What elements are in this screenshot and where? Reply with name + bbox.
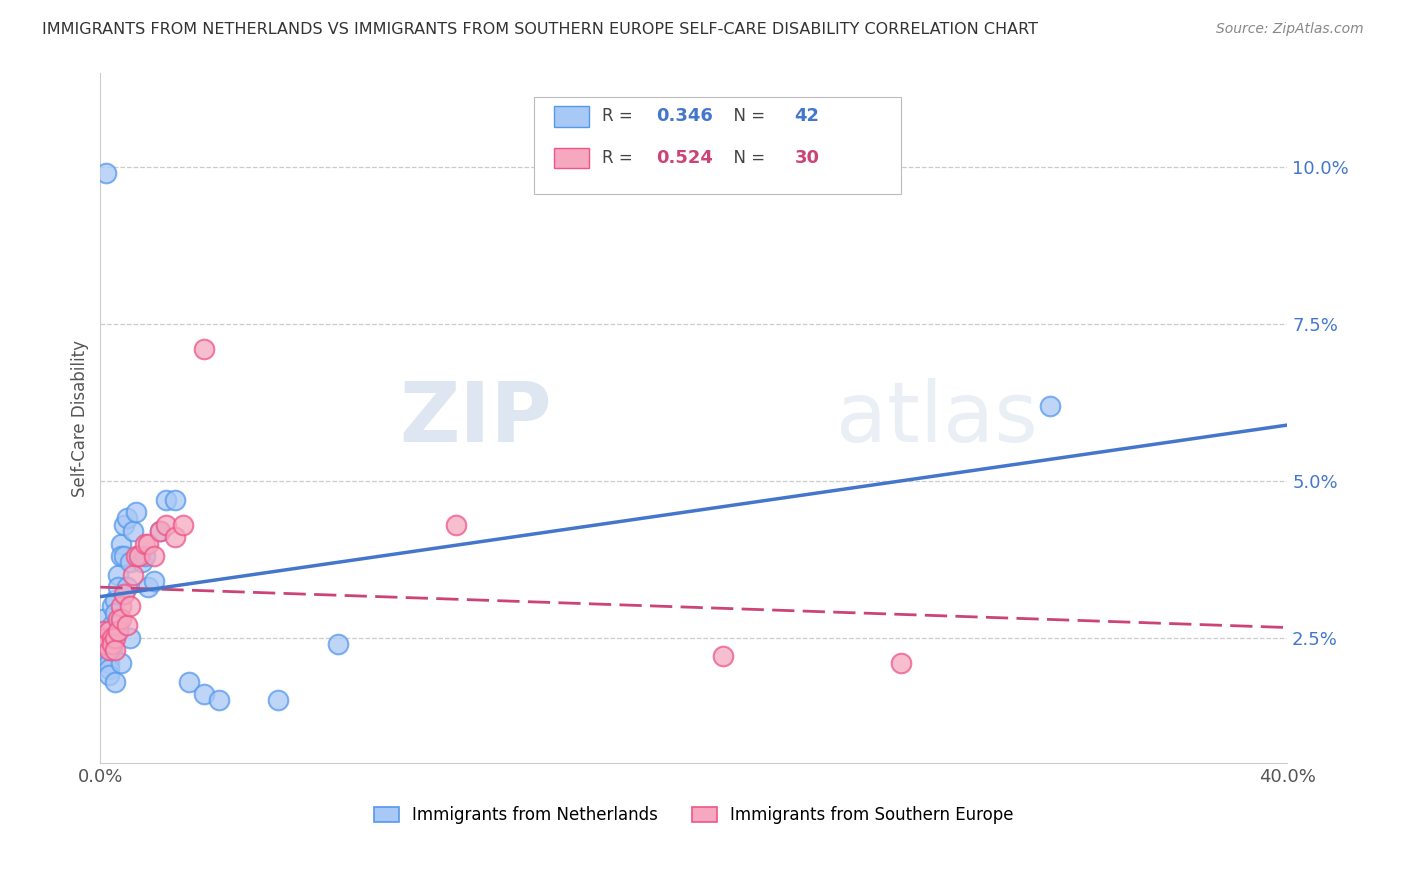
Point — [155, 492, 177, 507]
Text: 42: 42 — [794, 107, 820, 126]
Point — [142, 574, 165, 589]
Text: R =: R = — [602, 149, 638, 167]
Point — [115, 618, 138, 632]
Text: R =: R = — [602, 107, 638, 126]
Point — [118, 631, 141, 645]
Point — [96, 624, 118, 639]
Point — [193, 342, 215, 356]
Text: N =: N = — [724, 107, 770, 126]
FancyBboxPatch shape — [554, 106, 589, 127]
Point — [98, 643, 121, 657]
Point — [125, 549, 148, 563]
Point — [115, 511, 138, 525]
Point — [110, 656, 132, 670]
Point — [118, 599, 141, 614]
Point — [96, 637, 118, 651]
Text: 0.346: 0.346 — [655, 107, 713, 126]
Point — [96, 631, 118, 645]
Point — [155, 517, 177, 532]
Point — [107, 624, 129, 639]
Point — [91, 612, 114, 626]
Point — [179, 674, 201, 689]
Text: IMMIGRANTS FROM NETHERLANDS VS IMMIGRANTS FROM SOUTHERN EUROPE SELF-CARE DISABIL: IMMIGRANTS FROM NETHERLANDS VS IMMIGRANT… — [42, 22, 1038, 37]
Point — [125, 505, 148, 519]
Point — [128, 549, 150, 563]
Point — [136, 581, 159, 595]
Point — [163, 530, 186, 544]
Point — [172, 517, 194, 532]
Point — [267, 693, 290, 707]
Point — [128, 549, 150, 563]
Text: Source: ZipAtlas.com: Source: ZipAtlas.com — [1216, 22, 1364, 37]
Point — [101, 637, 124, 651]
Point — [110, 536, 132, 550]
Y-axis label: Self-Care Disability: Self-Care Disability — [72, 340, 89, 497]
Point — [149, 524, 172, 538]
Point — [112, 517, 135, 532]
Text: ZIP: ZIP — [399, 377, 551, 458]
Text: atlas: atlas — [837, 377, 1038, 458]
Legend: Immigrants from Netherlands, Immigrants from Southern Europe: Immigrants from Netherlands, Immigrants … — [374, 805, 1014, 824]
FancyBboxPatch shape — [554, 147, 589, 169]
Point — [1039, 399, 1062, 413]
Point — [104, 643, 127, 657]
Point — [98, 656, 121, 670]
Point — [208, 693, 231, 707]
Point — [98, 668, 121, 682]
Point — [326, 637, 349, 651]
Point — [118, 555, 141, 569]
Point — [104, 606, 127, 620]
Point — [193, 687, 215, 701]
Point — [713, 649, 735, 664]
Point — [101, 643, 124, 657]
Point — [131, 555, 153, 569]
Point — [101, 599, 124, 614]
Point — [112, 587, 135, 601]
Point — [163, 492, 186, 507]
Point — [122, 568, 145, 582]
Point — [110, 599, 132, 614]
Point — [96, 637, 118, 651]
Point — [98, 662, 121, 676]
Point — [101, 618, 124, 632]
Text: 30: 30 — [794, 149, 820, 167]
Point — [107, 612, 129, 626]
Point — [890, 656, 912, 670]
Point — [107, 618, 129, 632]
Point — [104, 631, 127, 645]
Text: 0.524: 0.524 — [655, 149, 713, 167]
Point — [134, 536, 156, 550]
Point — [110, 612, 132, 626]
Point — [149, 524, 172, 538]
Point — [122, 524, 145, 538]
Point — [134, 549, 156, 563]
Point — [136, 536, 159, 550]
Point — [142, 549, 165, 563]
Point — [91, 624, 114, 639]
FancyBboxPatch shape — [533, 97, 901, 194]
Point — [104, 674, 127, 689]
Point — [112, 549, 135, 563]
Point — [104, 593, 127, 607]
Point — [107, 568, 129, 582]
Point — [96, 166, 118, 180]
Point — [446, 517, 468, 532]
Text: N =: N = — [724, 149, 770, 167]
Point — [115, 581, 138, 595]
Point — [107, 581, 129, 595]
Point — [98, 624, 121, 639]
Point — [101, 631, 124, 645]
Point — [98, 649, 121, 664]
Point — [110, 549, 132, 563]
